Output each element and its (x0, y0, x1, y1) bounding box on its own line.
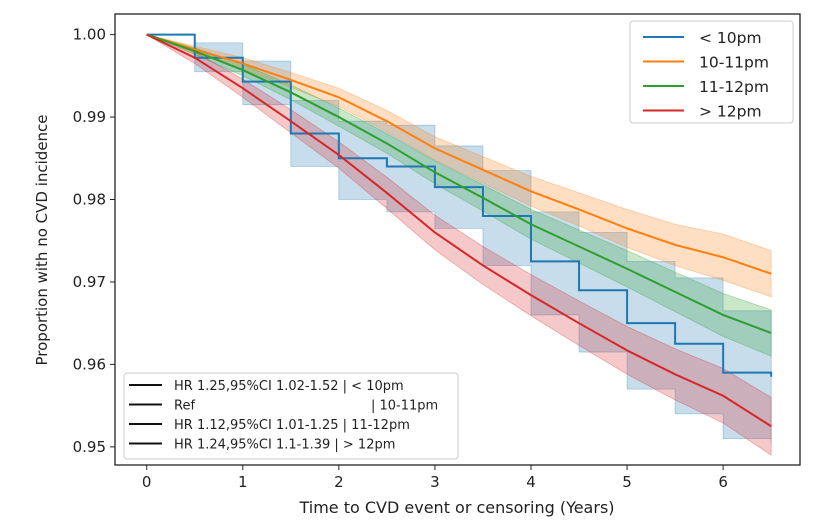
x-tick-label: 3 (430, 473, 440, 491)
y-tick-label: 1.00 (73, 26, 106, 44)
ci-bands (146, 34, 772, 456)
legend-box (629, 20, 794, 124)
ci-band-0 (146, 34, 772, 443)
plot-frame (114, 13, 801, 466)
legend-label: 10-11pm (699, 54, 769, 72)
y-axis: 0.95 0.96 0.97 0.98 0.99 1.00 (73, 26, 115, 456)
legend: < 10pm 10-11pm 11-12pm > 12pm (629, 20, 794, 124)
y-tick-label: 0.99 (73, 108, 106, 126)
hr-legend: HR 1.25,95%CI 1.02-1.52 | < 10pm Ref | 10-… (123, 372, 459, 460)
series-line-2 (146, 33, 772, 335)
hr-legend-label: HR 1.25,95%CI 1.02-1.52 | < 10pm (174, 379, 404, 394)
series-line-3 (146, 33, 772, 428)
y-tick-label: 0.95 (73, 438, 106, 456)
y-axis-label: Proportion with no CVD incidence (33, 114, 51, 365)
x-axis-label: Time to CVD event or censoring (Years) (298, 498, 614, 517)
hr-legend-label: Ref (174, 399, 195, 414)
hr-legend-box (123, 372, 459, 460)
legend-label: > 12pm (699, 103, 762, 121)
x-tick-label: 6 (718, 473, 728, 491)
y-tick-label: 0.96 (73, 355, 106, 373)
hr-legend-label: HR 1.24,95%CI 1.1-1.39 | > 12pm (174, 438, 395, 453)
legend-label: 11-12pm (699, 78, 769, 96)
hr-legend-group: | 10-11pm (371, 399, 438, 414)
x-tick-label: 2 (334, 473, 344, 491)
survival-lines (146, 33, 773, 428)
legend-label: < 10pm (699, 29, 762, 47)
x-tick-label: 1 (238, 473, 248, 491)
x-tick-label: 0 (142, 473, 152, 491)
hr-legend-label: HR 1.12,95%CI 1.01-1.25 | 11-12pm (174, 418, 410, 433)
series-line-1 (146, 33, 772, 275)
y-tick-label: 0.97 (73, 273, 106, 291)
series-line-0 (146, 33, 773, 377)
y-tick-label: 0.98 (73, 191, 106, 209)
x-tick-label: 4 (526, 473, 536, 491)
ci-band-1 (146, 34, 772, 298)
x-tick-label: 5 (622, 473, 632, 491)
x-axis: 0 1 2 3 4 5 6 (142, 465, 728, 491)
